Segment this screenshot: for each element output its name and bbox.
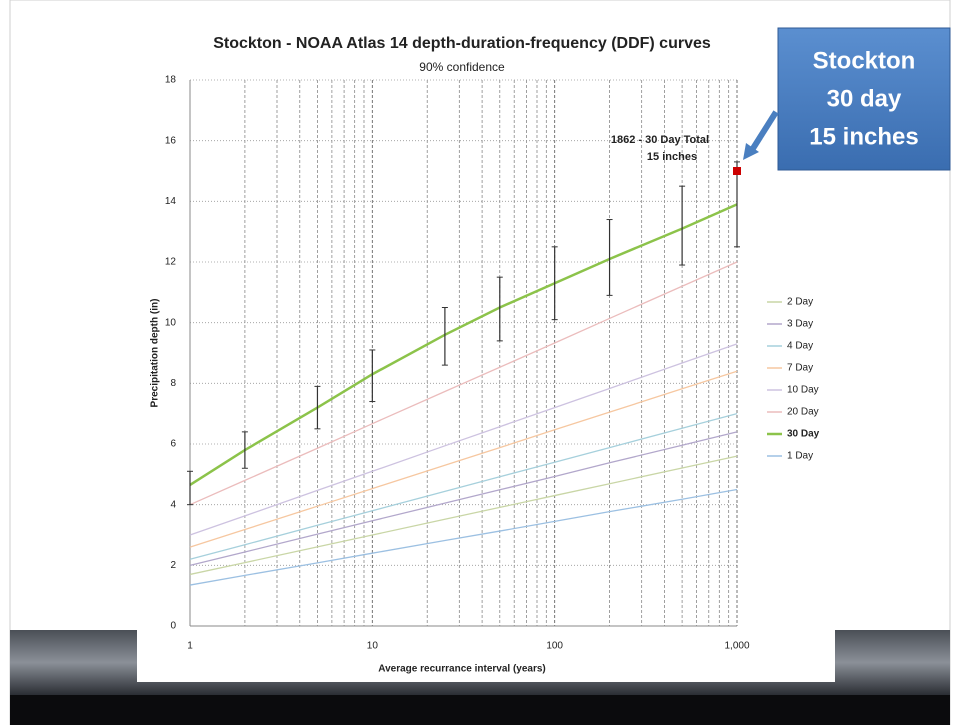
x-tick-label: 1,000 bbox=[724, 641, 749, 652]
slide: 0 2 4 6 8 10 12 14 16 18 1 10 100 1,000 2 Day 3 Day 4 Da… bbox=[0, 0, 961, 725]
legend-label: 30 Day bbox=[787, 429, 820, 440]
legend-label: 2 Day bbox=[787, 297, 813, 308]
y-tick-label: 6 bbox=[170, 439, 176, 450]
callout-line: Stockton bbox=[813, 47, 916, 74]
dark-band bbox=[10, 695, 950, 725]
highlight-sublabel: 15 inches bbox=[647, 151, 697, 163]
y-axis-label: Precipitation depth (in) bbox=[150, 299, 161, 408]
y-tick-label: 0 bbox=[170, 621, 176, 632]
y-tick-label: 12 bbox=[165, 257, 177, 268]
legend-label: 3 Day bbox=[787, 319, 813, 330]
callout-line: 15 inches bbox=[809, 123, 918, 150]
y-tick-label: 14 bbox=[165, 196, 177, 207]
x-axis-label: Average recurrance interval (years) bbox=[378, 664, 546, 675]
y-tick-label: 10 bbox=[165, 317, 177, 328]
x-tick-label: 10 bbox=[367, 641, 379, 652]
legend-label: 1 Day bbox=[787, 451, 813, 462]
x-tick-label: 1 bbox=[187, 641, 193, 652]
highlight-point bbox=[733, 167, 741, 175]
y-tick-label: 16 bbox=[165, 135, 177, 146]
legend-label: 7 Day bbox=[787, 363, 813, 374]
chart-title: Stockton - NOAA Atlas 14 depth-duration-… bbox=[213, 35, 711, 52]
legend-label: 20 Day bbox=[787, 407, 819, 418]
y-tick-label: 18 bbox=[165, 75, 177, 86]
legend-label: 10 Day bbox=[787, 385, 819, 396]
chart-subtitle: 90% confidence bbox=[419, 60, 505, 74]
chart-panel bbox=[137, 18, 835, 682]
y-tick-label: 2 bbox=[170, 560, 176, 571]
x-tick-label: 100 bbox=[546, 641, 563, 652]
callout-line: 30 day bbox=[827, 85, 902, 112]
highlight-label: 1862 - 30 Day Total bbox=[611, 134, 709, 146]
y-tick-label: 8 bbox=[170, 378, 176, 389]
y-tick-label: 4 bbox=[170, 499, 176, 510]
legend-label: 4 Day bbox=[787, 341, 813, 352]
